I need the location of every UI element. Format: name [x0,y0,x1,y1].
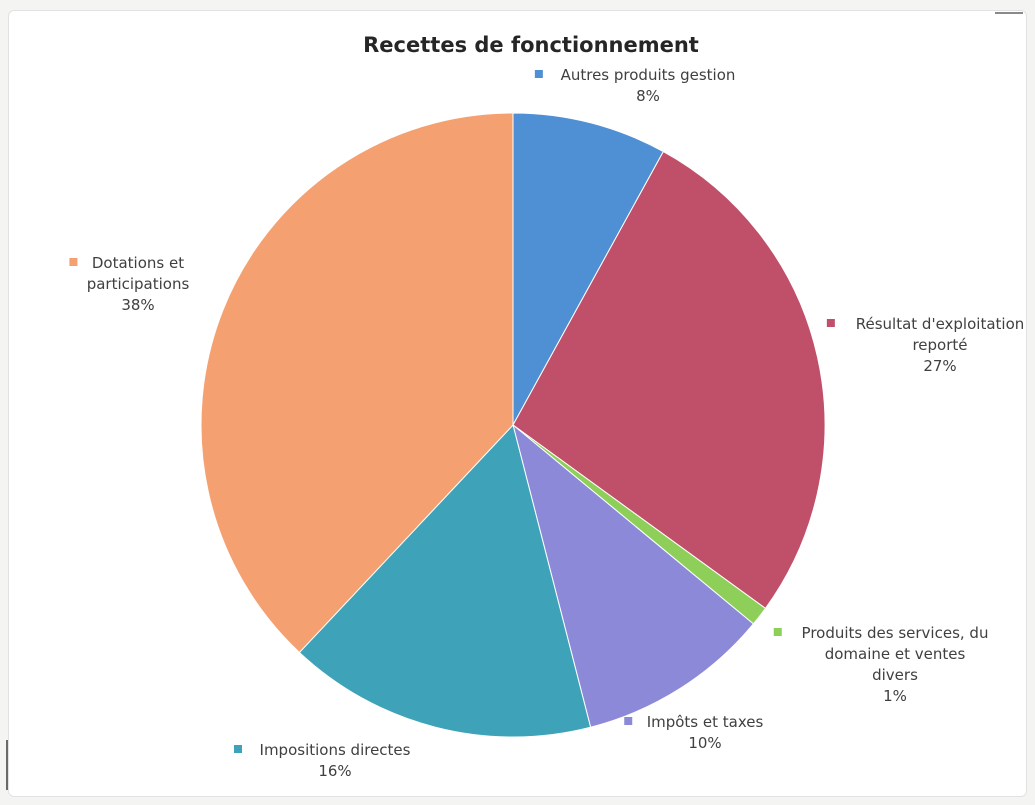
legend-marker [826,319,835,327]
slice-label: reporté [912,336,967,354]
pie-labels: Autres produits gestion 8% Résultat d'expl… [69,66,1024,780]
legend-marker [234,745,242,753]
pie-slice [512,150,826,610]
corner-mark [995,12,1023,14]
slice-value-label: 27% [923,357,956,375]
slice-label: Dotations et [92,254,184,272]
chart-title: Recettes de fonctionnement [363,33,699,57]
pie-slice [512,423,755,728]
pie-slice [512,112,664,426]
legend-marker [69,258,78,266]
slice-value-label: 38% [121,296,154,314]
pie-slice [298,423,592,738]
slice-label: Impositions directes [260,741,411,759]
slice-value-label: 10% [688,734,721,752]
slice-value-label: 8% [636,87,660,105]
slice-label: Produits des services, du [802,624,989,642]
left-edge-mark [6,740,8,790]
slice-label: domaine et ventes [825,645,966,663]
slice-label: Autres produits gestion [561,66,736,84]
legend-marker [534,70,543,78]
slice-label: Impôts et taxes [647,713,764,731]
slice-value-label: 16% [318,762,351,780]
pie-slice [200,112,514,654]
slice-value-label: 1% [883,687,907,705]
legend-marker [624,717,633,725]
slice-label: participations [87,275,190,293]
slice-label: divers [872,666,918,684]
pie-slices [200,112,826,738]
slice-label: Résultat d'exploitation [856,315,1025,333]
legend-marker [773,628,782,636]
